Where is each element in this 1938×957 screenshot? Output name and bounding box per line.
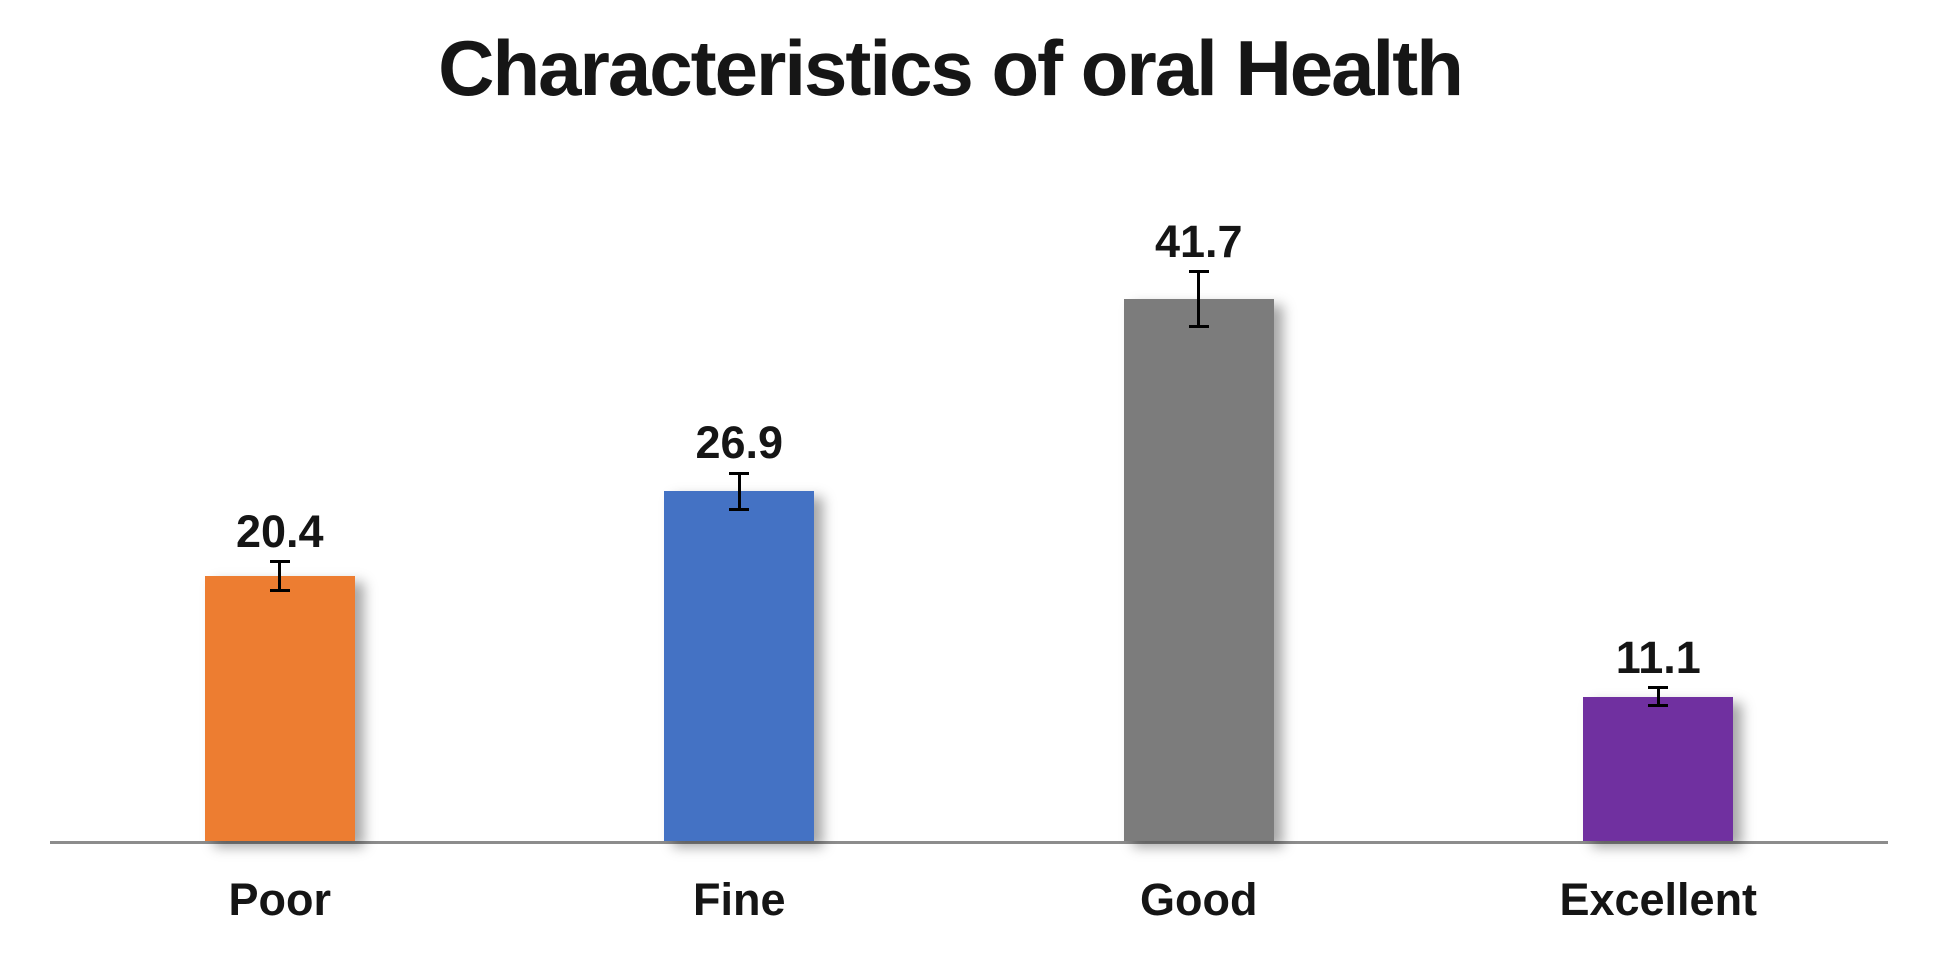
bar-value-label-good: 41.7 [1154, 215, 1243, 267]
x-category-label-excellent: Excellent [1559, 874, 1758, 925]
error-bar-cap-top [729, 471, 750, 475]
x-category-label-poor: Poor [228, 874, 331, 925]
x-category-label-fine: Fine [692, 874, 786, 925]
error-bar-line [1197, 271, 1201, 327]
bar-value-label-fine: 26.9 [695, 417, 784, 469]
x-axis-line [50, 841, 1888, 844]
x-category-label-good: Good [1140, 874, 1258, 925]
error-bar-line [1656, 687, 1660, 706]
bar-good [1123, 298, 1274, 841]
chart-title: Characteristics of oral Health [438, 24, 1464, 112]
bar-value-label-poor: 20.4 [235, 505, 324, 557]
error-bar-cap-bottom [269, 588, 290, 592]
error-bar-cap-top [1648, 686, 1669, 690]
error-bar-cap-top [1188, 270, 1209, 274]
bar-excellent [1583, 696, 1734, 841]
error-bar-cap-bottom [729, 508, 750, 511]
error-bar-line [737, 473, 741, 510]
error-bar-cap-bottom [1188, 324, 1209, 328]
bar-poor [204, 575, 355, 841]
bar-value-label-excellent: 11.1 [1615, 631, 1701, 683]
error-bar-cap-top [269, 560, 290, 563]
error-bar-cap-bottom [1648, 704, 1669, 708]
bar-fine [664, 491, 815, 841]
error-bar-line [278, 561, 282, 591]
